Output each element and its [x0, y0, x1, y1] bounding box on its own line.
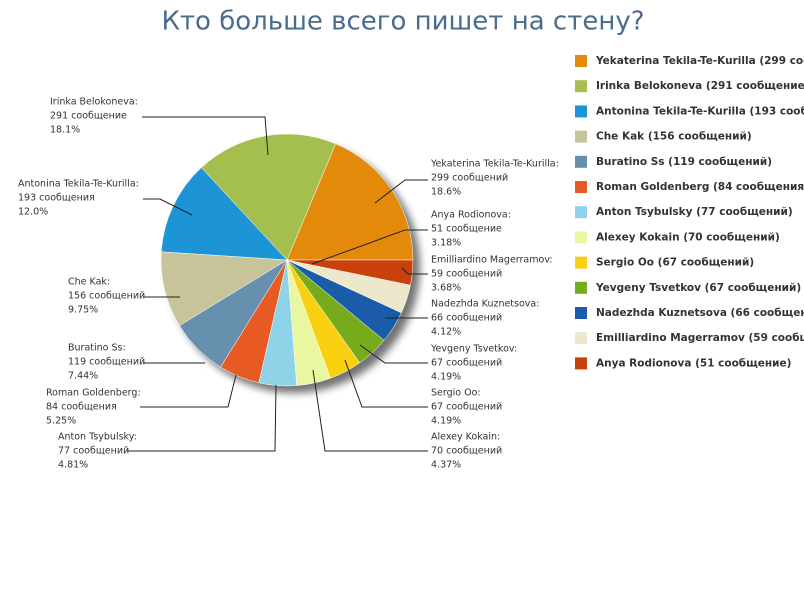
callout-percent: 4.81%	[58, 460, 88, 471]
leader-line	[127, 384, 277, 452]
legend-label: Anton Tsybulsky (77 сообщений)	[596, 206, 793, 218]
callout-value: 299 сообщений	[431, 173, 508, 184]
callout-value: 119 сообщений	[68, 357, 145, 368]
callout-percent: 4.19%	[431, 372, 461, 383]
legend-swatch	[575, 155, 587, 168]
callout-name: Sergio Oo:	[431, 388, 481, 399]
legend-label: Emilliardino Magerramov (59 сообщений)	[596, 332, 804, 344]
callout-value: 67 сообщений	[431, 358, 502, 369]
legend-label: Irinka Belokoneva (291 сообщение)	[596, 80, 804, 92]
callout-name: Antonina Tekila-Te-Kurilla:	[18, 179, 139, 190]
callout-value: 70 сообщений	[431, 446, 502, 457]
leader-line	[311, 229, 428, 265]
legend-label: Anya Rodionova (51 сообщение)	[596, 357, 791, 369]
callout-value: 84 сообщения	[46, 402, 117, 413]
callout-name: Yekaterina Tekila-Te-Kurilla:	[430, 159, 559, 170]
leader-line	[374, 179, 428, 204]
callout-percent: 3.18%	[431, 238, 461, 249]
callout-value: 156 сообщений	[68, 291, 145, 302]
callout-percent: 12.0%	[18, 207, 48, 218]
legend-label: Yekaterina Tekila-Te-Kurilla (299 сообще…	[595, 55, 804, 67]
leader-line	[359, 344, 428, 364]
legend-swatch	[575, 130, 587, 143]
leader-line	[143, 198, 193, 216]
leader-line	[142, 116, 269, 156]
callout-name: Yevgeny Tsvetkov:	[430, 344, 517, 355]
leader-line	[140, 374, 237, 408]
leader-line	[312, 369, 428, 452]
legend-label: Roman Goldenberg (84 сообщения)	[596, 181, 804, 193]
legend-label: Nadezhda Kuznetsova (66 сообщений)	[596, 307, 804, 319]
pie-slice	[200, 133, 336, 261]
legend-label: Yevgeny Tsvetkov (67 сообщений)	[595, 282, 801, 294]
pie-slice	[286, 259, 414, 286]
callout-name: Buratino Ss:	[68, 343, 126, 354]
callout-name: Irinka Belokoneva:	[50, 97, 138, 108]
legend-label: Sergio Oo (67 сообщений)	[596, 257, 754, 269]
callout-name: Emilliardino Magerramov:	[431, 255, 553, 266]
legend-swatch	[575, 332, 587, 345]
leader-line	[401, 267, 428, 275]
callout-value: 51 сообщение	[431, 224, 502, 235]
callout-percent: 18.1%	[50, 125, 80, 136]
callout-name: Roman Goldenberg:	[46, 388, 141, 399]
callout-percent: 4.12%	[431, 327, 461, 338]
legend-swatch	[575, 181, 587, 193]
callout-value: 291 сообщение	[50, 111, 127, 122]
legend-label: Buratino Ss (119 сообщений)	[596, 156, 772, 168]
callout-percent: 18.6%	[431, 187, 461, 198]
legend-swatch	[575, 357, 587, 370]
callout-value: 193 сообщения	[18, 193, 95, 204]
legend-label: Antonina Tekila-Te-Kurilla (193 сообщени…	[596, 105, 804, 117]
callout-percent: 4.37%	[431, 460, 461, 471]
legend-label: Alexey Kokain (70 сообщений)	[596, 231, 780, 243]
leader-line	[344, 359, 428, 408]
callout-name: Anya Rodionova:	[431, 210, 511, 221]
callout-value: 67 сообщений	[431, 402, 502, 413]
callout-percent: 4.19%	[431, 416, 461, 427]
pie-slice	[160, 251, 288, 327]
legend-swatch	[575, 206, 587, 219]
legend-swatch	[575, 256, 587, 269]
callout-value: 66 сообщений	[431, 313, 502, 324]
legend-swatch	[575, 55, 587, 67]
legend-swatch	[575, 307, 587, 319]
callout-percent: 3.68%	[431, 283, 461, 294]
legend-swatch	[575, 231, 587, 244]
callout-percent: 5.25%	[46, 416, 76, 427]
callout-percent: 9.75%	[68, 305, 98, 316]
callout-name: Anton Tsybulsky:	[58, 432, 137, 443]
callout-name: Che Kak:	[68, 277, 110, 288]
callout-value: 77 сообщений	[58, 446, 129, 457]
callout-name: Nadezhda Kuznetsova:	[431, 299, 539, 310]
callout-name: Alexey Kokain:	[431, 432, 500, 443]
legend-swatch	[575, 80, 587, 93]
chart-title: Кто больше всего пишет на стену?	[161, 7, 644, 37]
callout-value: 59 сообщений	[431, 269, 502, 280]
callout-percent: 7.44%	[68, 371, 98, 382]
legend-swatch	[575, 281, 587, 294]
legend-swatch	[575, 105, 587, 118]
legend-label: Che Kak (156 сообщений)	[596, 131, 752, 143]
